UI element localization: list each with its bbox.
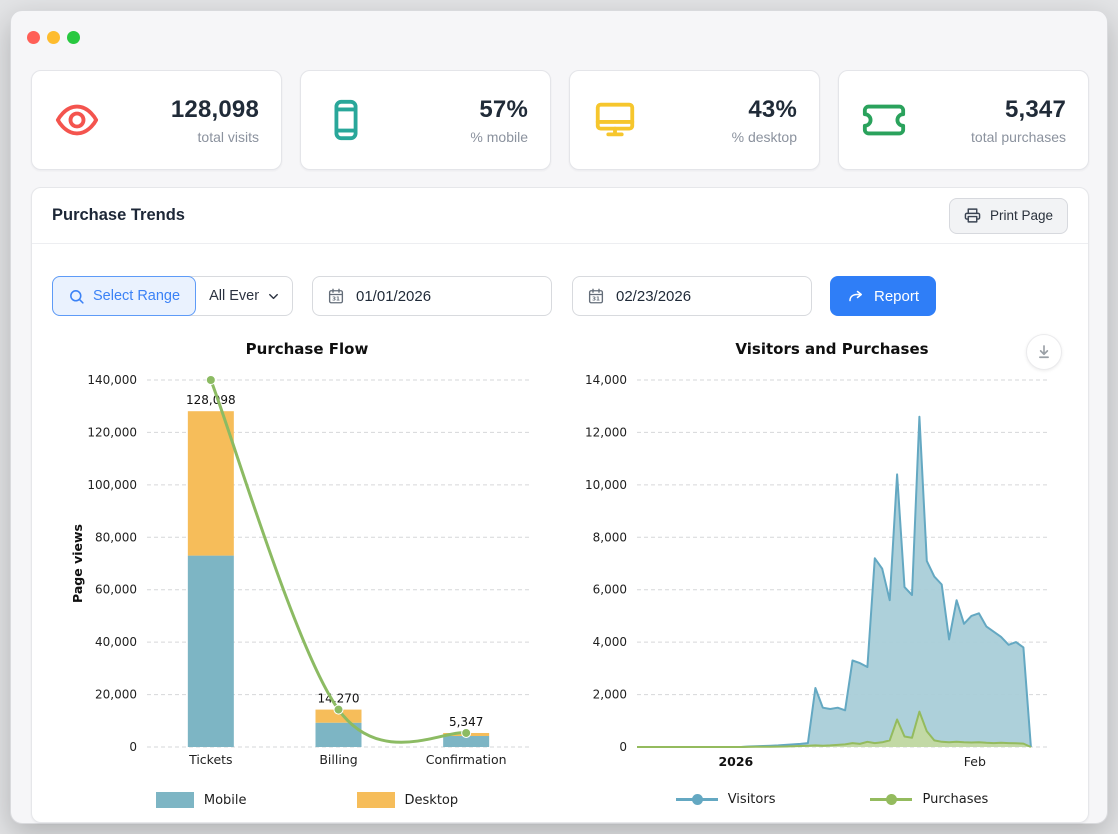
purchase-flow-title: Purchase Flow <box>245 340 369 358</box>
event-filter-dropdown[interactable]: All Events <box>195 277 292 315</box>
event-filter-value: All Events <box>209 288 260 304</box>
visitors-purchases-chart[interactable]: 0 2,000 4,000 6,000 8,000 10,000 12,000 14,000 2… <box>572 336 1092 786</box>
visitors-purchases-title: Visitors and Purchases <box>735 340 929 358</box>
svg-text:14,270: 14,270 <box>318 692 360 706</box>
visitors-line-marker <box>675 794 718 805</box>
svg-text:10,000: 10,000 <box>585 478 627 492</box>
ticket-icon <box>862 104 906 136</box>
svg-text:40,000: 40,000 <box>95 635 137 649</box>
svg-text:Tickets: Tickets <box>188 752 233 767</box>
stat-value: 43% <box>748 95 797 123</box>
svg-text:12,000: 12,000 <box>585 425 627 439</box>
print-page-label: Print Page <box>989 208 1053 223</box>
start-date-value: 01/01/2026 <box>356 287 432 305</box>
purchases-line-marker <box>870 794 913 805</box>
range-filter-group: Select Range All Events <box>52 276 294 316</box>
svg-text:140,000: 140,000 <box>87 373 137 387</box>
search-icon <box>70 289 84 304</box>
svg-text:0: 0 <box>619 740 627 754</box>
svg-text:31: 31 <box>332 297 340 303</box>
svg-text:Feb: Feb <box>964 754 986 769</box>
svg-text:0: 0 <box>129 740 137 754</box>
legend-label: Purchases <box>922 792 989 807</box>
download-icon <box>1039 345 1049 359</box>
minimize-window-button[interactable] <box>47 31 60 44</box>
svg-text:120,000: 120,000 <box>87 425 137 439</box>
zoom-window-button[interactable] <box>67 31 80 44</box>
svg-text:8,000: 8,000 <box>593 530 627 544</box>
svg-text:2,000: 2,000 <box>593 688 627 702</box>
calendar-icon: 31 <box>588 288 604 304</box>
calendar-icon: 31 <box>328 288 344 304</box>
legend-item-desktop: Desktop <box>356 792 459 808</box>
svg-text:Confirmation: Confirmation <box>426 752 507 767</box>
close-window-button[interactable] <box>27 31 40 44</box>
start-date-input[interactable]: 31 01/01/2026 <box>312 276 552 316</box>
panel-header: Purchase Trends Print Page <box>32 188 1088 244</box>
end-date-value: 02/23/2026 <box>616 287 692 305</box>
legend-item-visitors: Visitors <box>675 792 776 807</box>
download-chart-button[interactable] <box>1026 334 1062 370</box>
visitors-purchases-legend: Visitors Purchases <box>572 792 1092 807</box>
stat-value: 128,098 <box>170 95 259 123</box>
stat-card-total-purchases: 5,347 total purchases <box>838 70 1089 170</box>
monitor-icon <box>595 102 635 137</box>
svg-text:80,000: 80,000 <box>95 530 137 544</box>
svg-text:Page views: Page views <box>70 524 85 603</box>
printer-icon <box>964 208 981 223</box>
stat-card-total-visits: 128,098 total visits <box>31 70 282 170</box>
purchase-flow-chart[interactable]: 0 20,000 40,000 60,000 80,000 100,000 120,000 1… <box>52 336 562 786</box>
legend-label: Visitors <box>727 792 776 807</box>
svg-text:100,000: 100,000 <box>87 478 137 492</box>
end-date-input[interactable]: 31 02/23/2026 <box>572 276 812 316</box>
select-range-label: Select Range <box>93 288 181 304</box>
stat-label: total purchases <box>971 128 1066 145</box>
stat-value: 57% <box>479 95 528 123</box>
stat-card-percent-mobile: 57% % mobile <box>300 70 551 170</box>
desktop-swatch <box>356 792 395 808</box>
stat-label: % desktop <box>731 128 797 145</box>
svg-text:2026: 2026 <box>718 754 753 769</box>
stat-label: total visits <box>197 128 259 145</box>
report-label: Report <box>873 287 920 305</box>
svg-text:Billing: Billing <box>319 752 357 767</box>
svg-text:14,000: 14,000 <box>585 373 627 387</box>
app-window: 128,098 total visits 57% % mobile 43% % … <box>10 10 1108 824</box>
share-arrow-icon <box>849 290 862 302</box>
stat-value: 5,347 <box>1004 95 1066 123</box>
report-button[interactable]: Report <box>830 276 936 316</box>
page-title: Purchase Trends <box>52 206 185 224</box>
svg-text:4,000: 4,000 <box>593 635 627 649</box>
svg-text:60,000: 60,000 <box>95 583 137 597</box>
stat-card-percent-desktop: 43% % desktop <box>569 70 820 170</box>
stat-label: % mobile <box>470 128 528 145</box>
svg-text:31: 31 <box>592 297 600 303</box>
purchase-trends-panel: Purchase Trends Print Page Select Range … <box>31 187 1089 823</box>
chevron-down-icon <box>269 293 278 299</box>
legend-item-purchases: Purchases <box>870 792 988 807</box>
svg-text:6,000: 6,000 <box>593 583 627 597</box>
print-page-button[interactable]: Print Page <box>948 197 1068 234</box>
purchase-flow-legend: Mobile Desktop <box>52 792 562 808</box>
smartphone-icon <box>334 99 358 141</box>
select-range-button[interactable]: Select Range <box>52 276 197 316</box>
svg-text:20,000: 20,000 <box>95 688 137 702</box>
legend-label: Mobile <box>203 792 247 808</box>
mobile-swatch <box>155 792 194 808</box>
svg-text:128,098: 128,098 <box>186 393 236 407</box>
legend-label: Desktop <box>404 792 459 808</box>
eye-icon <box>55 104 99 136</box>
svg-text:5,347: 5,347 <box>449 715 483 729</box>
legend-item-mobile: Mobile <box>155 792 247 808</box>
